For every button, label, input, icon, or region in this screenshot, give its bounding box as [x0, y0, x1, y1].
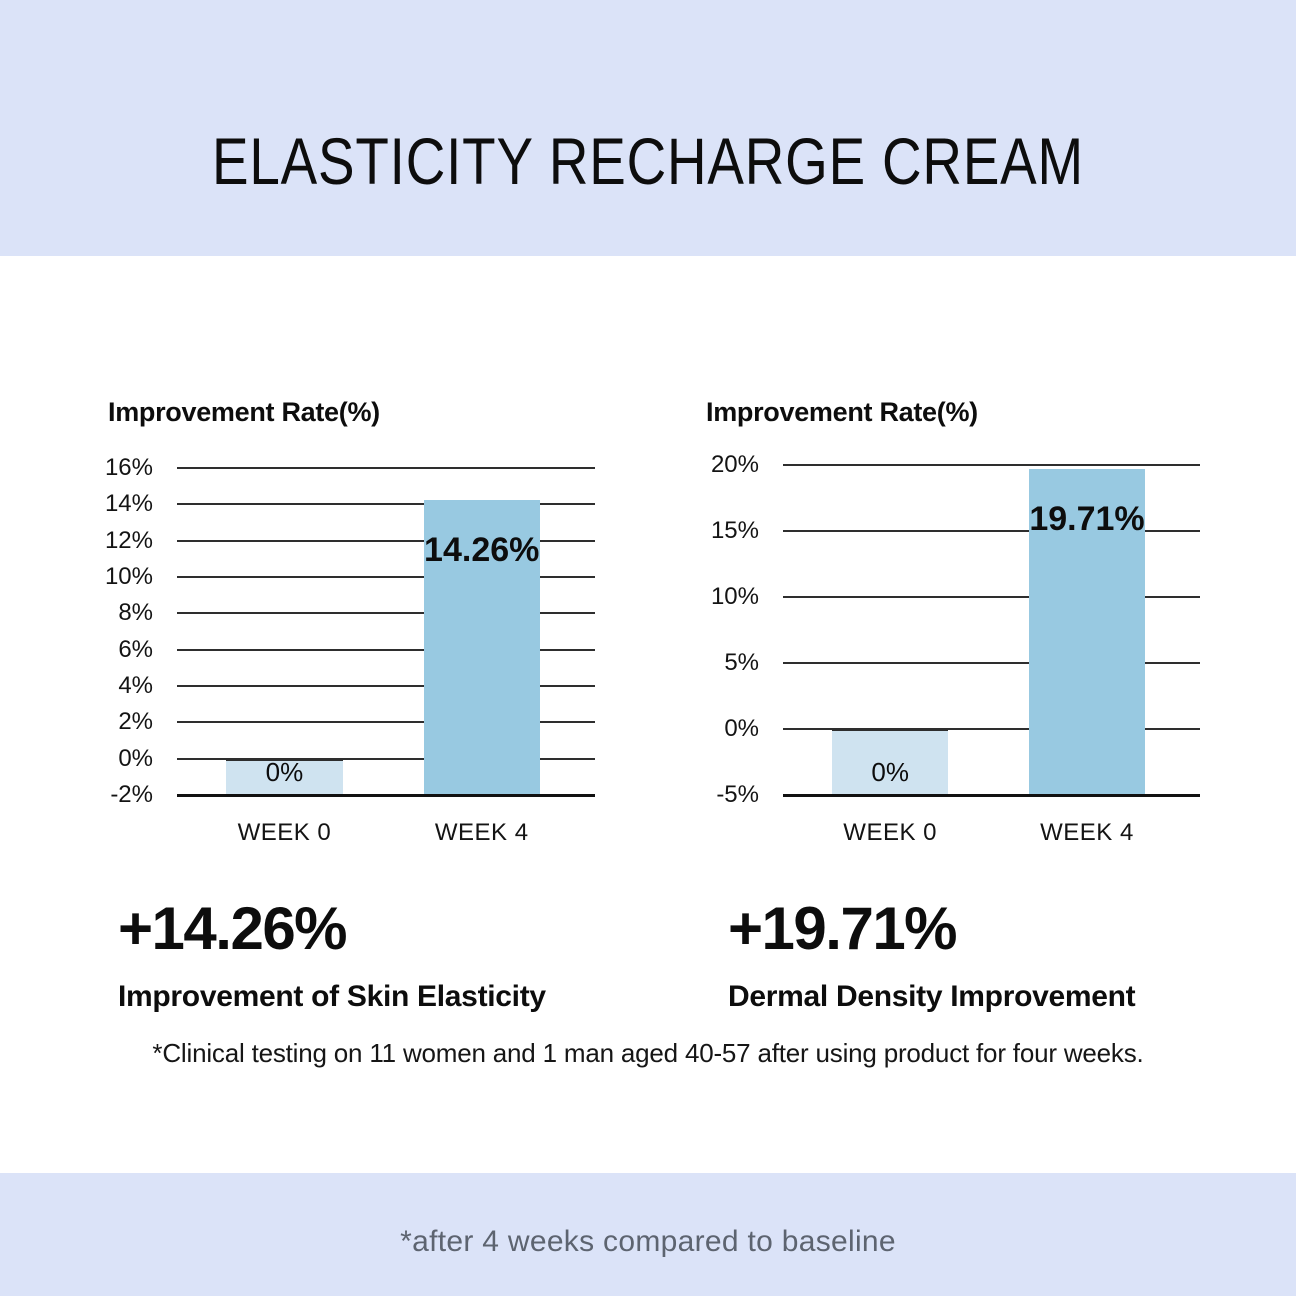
- gridline: [783, 530, 1200, 532]
- gridline: [177, 539, 595, 542]
- y-tick-label: 16%: [104, 454, 153, 481]
- y-tick-label: 10%: [104, 563, 153, 590]
- y-tick-label: 4%: [118, 672, 153, 699]
- bar-value-week-0: 0%: [871, 757, 909, 787]
- gridline: [177, 794, 595, 797]
- plot-area-left: 16% 14% 12% 10% 8% 6% 4% 2% 0% -2% 0% WEEK 0 14.26% W…: [105, 454, 595, 846]
- result-value: +14.26%: [118, 895, 348, 962]
- x-label-week-4: WEEK 4: [434, 819, 529, 846]
- result-value: +19.71%: [728, 895, 958, 962]
- bar-week-0: [226, 758, 343, 795]
- bar-week-0: [832, 729, 949, 795]
- y-tick-label: 2%: [118, 708, 153, 736]
- gridline: [783, 728, 1200, 730]
- plot-area-right: 20% 15% 10% 5% 0% -5% 0% WEEK 0 19.71% WEEK 4: [711, 451, 1200, 846]
- result-label: Dermal Density Improvement: [728, 980, 1136, 1013]
- gridline: [177, 576, 595, 578]
- gridline: [783, 596, 1200, 598]
- bar-value-week-0: 0%: [265, 757, 304, 787]
- result-label: Improvement of Skin Elasticity: [118, 980, 546, 1013]
- gridline: [177, 648, 595, 651]
- y-tick-label: 0%: [118, 744, 153, 772]
- gridline: [177, 685, 595, 687]
- y-tick-label: 20%: [710, 451, 759, 478]
- x-label-week-0: WEEK 0: [237, 819, 332, 846]
- x-label-week-0: WEEK 0: [843, 819, 938, 846]
- chart-dermal-density: Improvement Rate(%) 20% 15% 10% 5% 0% -5% 0% WE…: [706, 397, 1216, 846]
- bar-value-week-4: 14.26%: [424, 530, 540, 569]
- gridline: [177, 721, 595, 724]
- y-tick-label: 6%: [118, 635, 153, 663]
- gridline: [177, 467, 595, 469]
- bar-week-4: [1029, 468, 1145, 795]
- bar-value-week-4: 19.71%: [1029, 499, 1145, 538]
- clinical-footnote: *Clinical testing on 11 women and 1 man …: [152, 1038, 1144, 1068]
- y-tick-label: 14%: [104, 490, 153, 518]
- y-tick-label: -2%: [110, 781, 153, 808]
- top-banner: ELASTICITY RECHARGE CREAM: [0, 0, 1296, 256]
- result-dermal-density: +19.71% Dermal Density Improvement: [728, 895, 1136, 1014]
- gridline: [783, 464, 1200, 466]
- gridline: [177, 757, 595, 760]
- y-tick-label: 12%: [104, 526, 153, 554]
- y-tick-label: 10%: [710, 583, 759, 610]
- y-tick-label: -5%: [716, 781, 759, 808]
- gridline: [177, 503, 595, 506]
- y-tick-label: 0%: [724, 715, 759, 742]
- chart-title-right: Improvement Rate(%): [706, 397, 978, 427]
- chart-title-left: Improvement Rate(%): [108, 397, 380, 427]
- y-tick-label: 8%: [118, 599, 153, 627]
- bottom-banner: *after 4 weeks compared to baseline: [0, 1173, 1296, 1296]
- bar-week-4: [423, 499, 540, 795]
- chart-skin-elasticity: Improvement Rate(%) 16% 14% 12% 10% 8% 6% 4% 2%…: [105, 397, 618, 846]
- y-tick-label: 15%: [710, 517, 759, 544]
- x-label-week-4: WEEK 4: [1040, 819, 1134, 846]
- result-skin-elasticity: +14.26% Improvement of Skin Elasticity: [118, 896, 546, 1014]
- y-tick-label: 5%: [724, 649, 759, 676]
- product-title: ELASTICITY RECHARGE CREAM: [211, 124, 1085, 198]
- baseline-note: *after 4 weeks compared to baseline: [400, 1224, 896, 1258]
- gridline: [783, 794, 1200, 797]
- gridline: [177, 612, 595, 615]
- gridline: [783, 662, 1200, 664]
